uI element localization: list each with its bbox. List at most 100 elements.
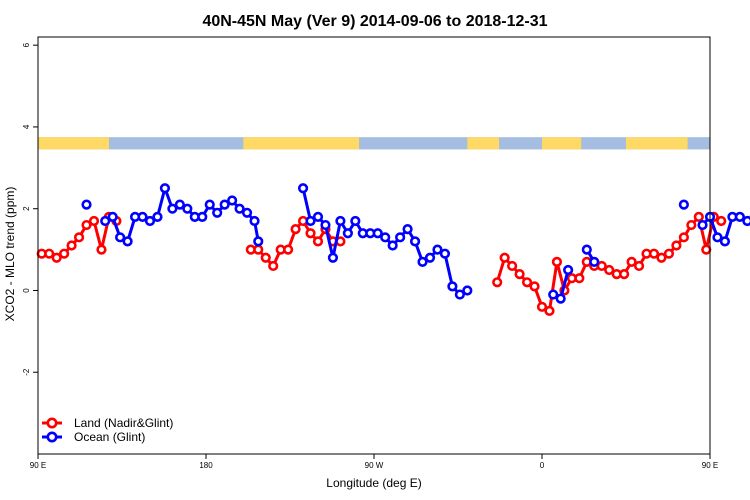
ocean-data-point xyxy=(159,183,171,194)
ocean-data-point xyxy=(152,211,163,222)
land-data-point xyxy=(88,215,100,227)
land-data-point xyxy=(44,248,55,259)
ocean-data-point xyxy=(719,236,731,247)
ocean-data-point xyxy=(581,244,592,255)
land-data-point xyxy=(633,260,645,272)
ocean-data-point xyxy=(167,203,178,214)
ocean-data-point xyxy=(115,232,126,243)
ocean-data-point xyxy=(327,252,339,263)
legend-land-marker xyxy=(46,417,58,429)
x-tick-label: 90 E xyxy=(30,461,46,470)
ocean-data-point xyxy=(712,232,723,243)
ocean-data-point xyxy=(107,211,118,222)
ocean-data-point xyxy=(350,215,361,227)
land-data-point xyxy=(521,277,533,288)
ocean-data-point xyxy=(234,203,245,214)
land-data-point xyxy=(693,211,704,222)
land-band xyxy=(243,137,360,150)
land-data-point xyxy=(59,248,70,259)
ocean-data-point xyxy=(380,232,391,243)
y-tick-label: -2 xyxy=(22,368,31,376)
land-data-point xyxy=(499,252,510,263)
land-data-point xyxy=(507,260,518,272)
x-axis-title: Longitude (deg E) xyxy=(326,476,421,490)
ocean-data-point xyxy=(678,199,689,210)
legend-land-label: Land (Nadir&Glint) xyxy=(74,416,173,430)
ocean-data-point xyxy=(227,195,238,206)
ocean-data-point xyxy=(563,264,574,276)
y-tick-label: 2 xyxy=(22,206,31,211)
land-data-point xyxy=(701,244,712,255)
ocean-data-point xyxy=(335,215,346,227)
land-data-point xyxy=(290,224,301,235)
ocean-data-point xyxy=(342,228,353,239)
ocean-series-line xyxy=(104,186,260,243)
x-tick-label: 90 E xyxy=(702,461,718,470)
ocean-data-point xyxy=(387,240,398,251)
land-series-line xyxy=(495,215,722,313)
ocean-data-point xyxy=(734,211,745,222)
land-data-point xyxy=(73,232,85,243)
land-data-point xyxy=(66,240,77,251)
ocean-data-point xyxy=(100,215,111,227)
ocean-data-point xyxy=(297,183,309,194)
land-data-point xyxy=(312,236,324,247)
land-data-point xyxy=(604,264,615,276)
ocean-data-point xyxy=(182,203,193,214)
ocean-data-point xyxy=(462,285,473,296)
land-data-point xyxy=(686,219,697,231)
y-tick-label: 4 xyxy=(22,124,31,129)
land-data-point xyxy=(96,244,107,255)
ocean-data-point xyxy=(742,215,750,227)
land-data-point xyxy=(536,301,548,312)
ocean-data-point xyxy=(555,293,566,304)
land-data-point xyxy=(283,244,294,255)
plot-series xyxy=(36,183,750,317)
land-data-point xyxy=(716,215,727,227)
land-data-point xyxy=(253,244,264,255)
x-tick-label: 0 xyxy=(540,461,545,470)
land-data-point xyxy=(678,232,689,243)
ocean-data-point xyxy=(144,215,156,227)
chart-title: 40N-45N May (Ver 9) 2014-09-06 to 2018-1… xyxy=(202,13,547,30)
land-data-point xyxy=(619,269,630,280)
plot-frame xyxy=(37,36,711,455)
x-tick-label: 90 W xyxy=(365,461,384,470)
ocean-data-point xyxy=(409,236,421,247)
land-data-point xyxy=(596,260,607,272)
ocean-data-point xyxy=(305,215,316,227)
ocean-data-point xyxy=(454,289,465,300)
ocean-data-point xyxy=(253,236,264,247)
ocean-data-point xyxy=(320,219,331,231)
land-sea-band xyxy=(38,137,710,150)
land-data-point xyxy=(671,240,682,251)
land-data-point xyxy=(268,260,279,272)
ocean-data-point xyxy=(137,211,148,222)
land-data-point xyxy=(51,252,62,263)
land-data-point xyxy=(305,228,316,239)
land-data-point xyxy=(663,248,675,259)
land-data-point xyxy=(260,252,271,263)
ocean-data-point xyxy=(424,252,436,263)
ocean-band xyxy=(38,137,710,150)
ocean-data-point xyxy=(395,232,406,243)
land-band xyxy=(38,137,109,150)
ocean-data-point xyxy=(697,219,708,231)
x-tick-label: 180 xyxy=(199,461,213,470)
legend-ocean-label: Ocean (Glint) xyxy=(74,430,145,444)
land-band xyxy=(626,137,688,150)
ocean-data-point xyxy=(212,207,223,218)
land-data-point xyxy=(626,256,637,267)
legend-ocean-marker xyxy=(46,431,58,443)
ocean-data-point xyxy=(219,199,230,210)
land-data-point xyxy=(81,219,92,231)
ocean-data-point xyxy=(197,211,208,222)
y-tick-label: 0 xyxy=(22,288,31,293)
ocean-data-point xyxy=(81,199,92,210)
land-data-point xyxy=(656,252,667,263)
ocean-data-point xyxy=(589,256,600,267)
land-data-point xyxy=(648,248,660,259)
ocean-data-point xyxy=(417,256,428,267)
land-data-point xyxy=(551,256,563,267)
